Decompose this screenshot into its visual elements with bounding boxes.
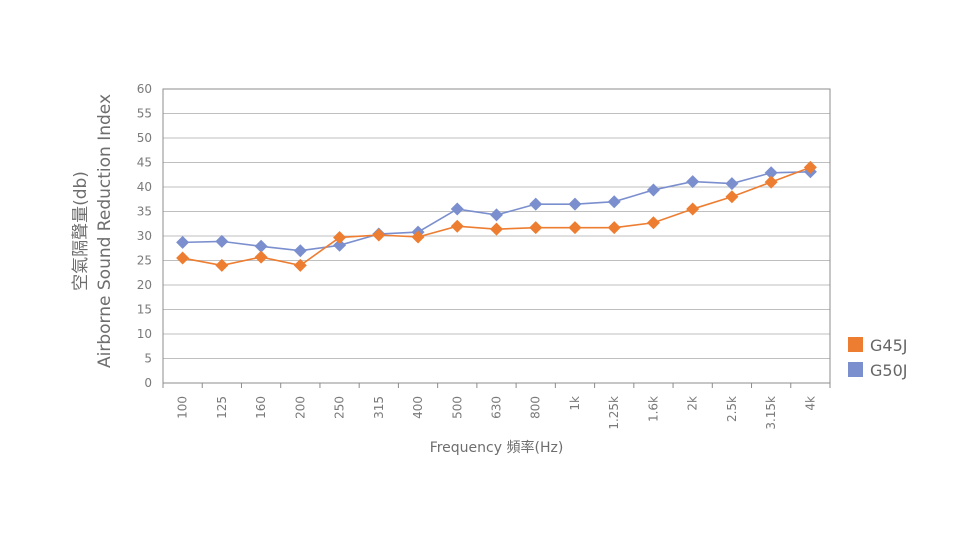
grid-lines: [163, 113, 830, 359]
x-tick-label: 2k: [686, 396, 700, 411]
data-point-g45j: [764, 175, 778, 189]
data-point-g50j: [293, 244, 307, 258]
y-tick-label: 45: [137, 156, 152, 170]
data-point-g50j: [490, 208, 503, 222]
x-tick-label: 200: [293, 396, 307, 419]
y-axis-title-english: Airborne Sound Reduction Index: [95, 94, 115, 368]
data-point-g50j: [450, 202, 464, 216]
data-point-g45j: [450, 219, 464, 233]
data-point-g50j: [686, 175, 700, 189]
y-tick-label: 20: [137, 278, 152, 292]
data-point-g45j: [372, 228, 386, 242]
data-point-g45j: [568, 221, 582, 235]
data-point-g45j: [333, 230, 347, 244]
x-tick-label: 2.5k: [725, 396, 739, 422]
legend: G45J G50J: [848, 336, 907, 380]
data-point-g45j: [490, 222, 503, 236]
series-layer: [176, 160, 817, 272]
x-tick-label: 630: [490, 396, 504, 419]
y-tick-label: 10: [137, 327, 152, 341]
legend-swatch-g50j: [848, 362, 863, 377]
data-point-g45j: [293, 258, 307, 272]
x-tick-label: 315: [372, 396, 386, 419]
x-axis-ticks: 100 125 160 200 250 315 400 500 630 800 1k 1.25k 1.6…: [162, 383, 831, 430]
data-point-g50j: [215, 234, 229, 248]
y-axis-ticks: 0 5 10 15 20 25 30 35 40 45 50 55 60: [137, 82, 152, 390]
legend-label-g50j: G50J: [870, 361, 907, 380]
x-tick-label: 1.6k: [646, 396, 660, 422]
data-point-g50j: [764, 166, 778, 180]
x-tick-label: 3.15k: [764, 396, 778, 430]
x-tick-label: 1.25k: [607, 396, 621, 430]
data-point-g45j: [725, 190, 739, 204]
y-axis-title-chinese: 空氣隔聲量(db): [71, 171, 91, 291]
data-point-g45j: [411, 230, 425, 244]
legend-swatch-g45j: [848, 337, 863, 352]
data-point-g45j: [254, 250, 268, 264]
data-point-g45j: [529, 221, 543, 235]
data-point-g50j: [568, 197, 582, 211]
y-tick-label: 60: [137, 82, 152, 96]
x-axis-title: Frequency 頻率(Hz): [430, 439, 564, 456]
x-tick-label: 250: [333, 396, 347, 419]
data-point-g50j: [725, 177, 739, 191]
data-point-g45j: [607, 221, 621, 235]
x-tick-label: 160: [254, 396, 268, 419]
data-point-g50j: [333, 238, 347, 252]
x-tick-label: 100: [176, 396, 190, 419]
data-point-g50j: [176, 235, 190, 249]
y-tick-label: 30: [137, 229, 152, 243]
data-point-g45j: [686, 202, 700, 216]
x-tick-label: 125: [215, 396, 229, 419]
legend-label-g45j: G45J: [870, 336, 907, 355]
x-tick-label: 800: [529, 396, 543, 419]
series-g45j: [176, 160, 817, 272]
data-point-g50j: [254, 239, 268, 253]
x-tick-label: 4k: [803, 396, 817, 411]
y-tick-label: 25: [137, 254, 152, 268]
y-tick-label: 35: [137, 205, 152, 219]
x-tick-label: 500: [450, 396, 464, 419]
y-tick-label: 0: [144, 376, 152, 390]
data-point-g50j: [529, 197, 543, 211]
y-tick-label: 15: [137, 303, 152, 317]
x-tick-label: 1k: [568, 396, 582, 411]
y-tick-label: 5: [144, 352, 152, 366]
y-tick-label: 50: [137, 131, 152, 145]
data-point-g45j: [646, 216, 660, 230]
y-tick-label: 55: [137, 107, 152, 121]
data-point-g45j: [215, 258, 229, 272]
series-g50j: [176, 165, 817, 258]
x-tick-label: 400: [411, 396, 425, 419]
data-point-g45j: [176, 251, 190, 265]
y-tick-label: 40: [137, 180, 152, 194]
data-point-g50j: [607, 195, 621, 209]
data-point-g45j: [803, 160, 817, 174]
data-point-g50j: [646, 183, 660, 197]
plot-area-border: [162, 88, 831, 384]
